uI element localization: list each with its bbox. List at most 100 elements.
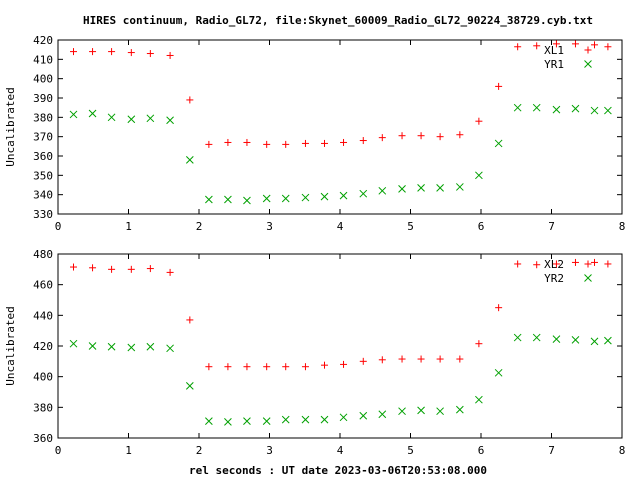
chart-title: HIRES continuum, Radio_GL72, file:Skynet… (83, 14, 593, 27)
marker-stroke (494, 368, 503, 377)
x-tick-label: 0 (55, 220, 62, 233)
data-point (378, 356, 386, 364)
x-tick-label: 4 (337, 220, 344, 233)
data-point (166, 344, 174, 353)
top-plot: 0 1 2 3 4 5 6 7 8 330 340 350 360 370 380 390 400 410 420 U… (4, 34, 625, 233)
data-point (146, 50, 154, 58)
marker-stroke (398, 185, 406, 193)
data-point (494, 368, 503, 377)
data-point (359, 357, 367, 365)
marker-stroke (281, 194, 290, 203)
data-point (475, 340, 483, 348)
marker-stroke (243, 196, 251, 205)
plot-frame (57, 253, 623, 439)
legend-label: XL2 (544, 258, 564, 271)
data-point (301, 139, 309, 147)
data-point (224, 363, 232, 371)
y-axis-label: Uncalibrated (4, 306, 17, 385)
data-point (590, 106, 599, 115)
data-point (591, 41, 599, 49)
data-point (436, 407, 444, 416)
data-point (571, 40, 579, 48)
data-point (89, 48, 97, 56)
data-point (243, 363, 251, 371)
data-point (359, 189, 368, 198)
data-point (514, 43, 522, 51)
marker-stroke (571, 336, 580, 344)
marker-stroke (604, 336, 612, 345)
legend-marker (584, 260, 592, 268)
data-point (398, 407, 406, 416)
data-point (378, 186, 387, 195)
marker-stroke (301, 415, 310, 424)
data-point (185, 382, 194, 390)
y-tick-label: 380 (33, 401, 53, 414)
data-point (604, 43, 612, 51)
data-point (127, 265, 135, 273)
data-point (224, 418, 232, 426)
x-tick-label: 6 (478, 220, 485, 233)
data-point (205, 363, 213, 371)
x-tick-label: 1 (125, 220, 132, 233)
marker-stroke (475, 395, 483, 404)
marker-stroke (571, 104, 580, 113)
legend-marker (584, 60, 592, 68)
y-tick-label: 420 (33, 340, 53, 353)
marker-stroke (224, 418, 232, 426)
data-point (494, 139, 503, 148)
data-point (88, 109, 97, 118)
y-tick-label: 410 (33, 53, 53, 66)
marker-stroke (359, 411, 368, 420)
y-tick-label: 340 (33, 189, 53, 202)
data-point (107, 113, 116, 122)
data-point (456, 131, 464, 139)
data-point (281, 415, 290, 424)
data-point (146, 114, 155, 123)
data-point (89, 264, 97, 272)
data-point (455, 405, 464, 414)
marker-stroke (166, 344, 174, 353)
data-point (339, 191, 348, 200)
marker-stroke (378, 410, 387, 419)
marker-stroke (69, 339, 78, 348)
data-point (301, 193, 310, 202)
data-point (70, 263, 78, 271)
y-tick-label: 480 (33, 248, 53, 261)
marker-stroke (281, 415, 290, 424)
marker-stroke (552, 105, 561, 114)
y-tick-label: 420 (33, 34, 53, 47)
x-tick-label: 5 (407, 220, 414, 233)
data-point (417, 406, 425, 415)
bottom-plot: 0 1 2 3 4 5 6 7 8 360 380 400 420 440 460 480 Uncalibrat… (4, 248, 625, 457)
data-point (282, 363, 290, 371)
data-point (456, 355, 464, 363)
data-point (301, 363, 309, 371)
data-point (513, 333, 522, 342)
y-tick-label: 370 (33, 131, 53, 144)
x-tick-label: 2 (196, 220, 203, 233)
marker-stroke (301, 193, 310, 202)
data-point (320, 361, 328, 369)
data-point (186, 316, 194, 324)
marker-stroke (455, 183, 464, 191)
data-point (166, 268, 174, 276)
marker-stroke (224, 195, 232, 204)
marker-stroke (262, 417, 271, 425)
marker-stroke (205, 195, 213, 204)
data-point (436, 133, 444, 141)
data-point (243, 196, 251, 205)
x-tick-label: 2 (196, 444, 203, 457)
data-point (571, 258, 579, 266)
marker-stroke (584, 60, 592, 68)
marker-stroke (166, 116, 174, 125)
marker-stroke (243, 417, 251, 425)
plot-frame (57, 39, 623, 215)
marker-stroke (146, 342, 155, 351)
marker-stroke (552, 335, 561, 343)
x-axis-label: rel seconds : UT date 2023-03-06T20:53:0… (189, 464, 487, 477)
data-point (262, 194, 271, 203)
legend-marker (584, 274, 592, 282)
data-point (301, 415, 310, 424)
data-point (127, 115, 136, 124)
